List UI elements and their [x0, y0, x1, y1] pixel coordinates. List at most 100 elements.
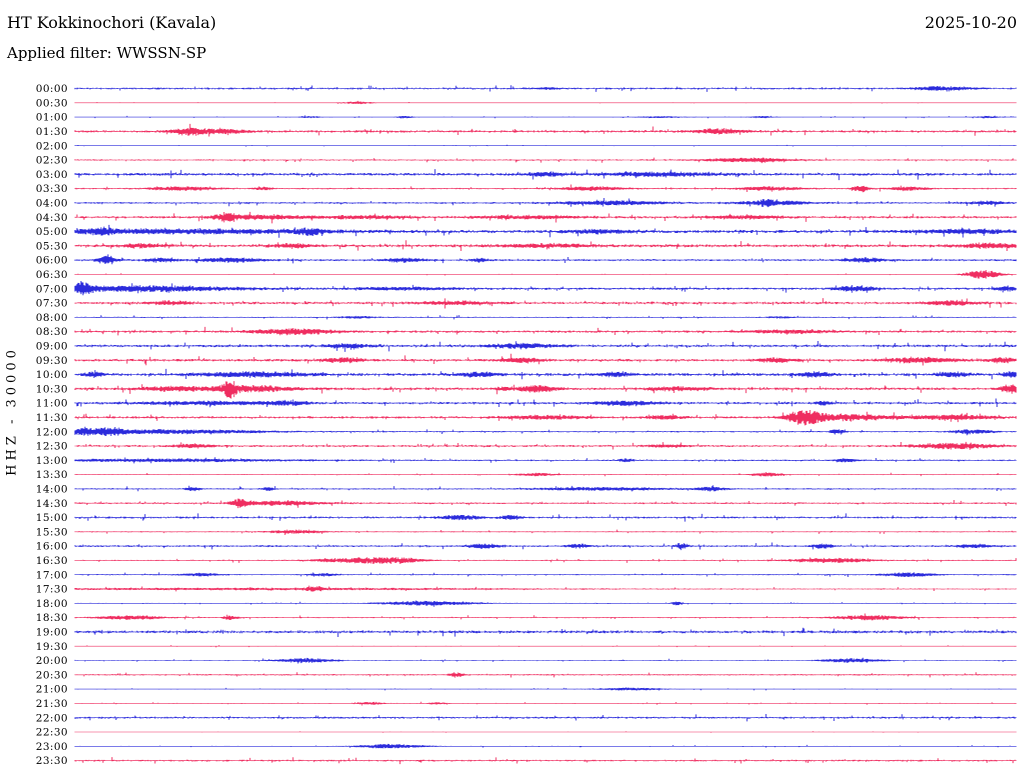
time-label-15:30: 15:30	[36, 526, 68, 538]
trace-11:30	[74, 410, 1017, 426]
time-label-02:30: 02:30	[36, 155, 68, 167]
trace-15:00	[74, 513, 1017, 522]
time-label-21:30: 21:30	[36, 698, 68, 710]
time-label-14:30: 14:30	[36, 498, 68, 510]
date-label: 2025-10-20	[924, 13, 1017, 32]
time-label-19:00: 19:00	[36, 627, 68, 639]
trace-20:00	[74, 657, 1017, 664]
trace-21:30	[74, 701, 1017, 706]
time-label-10:00: 10:00	[36, 369, 68, 381]
time-label-13:30: 13:30	[36, 469, 68, 481]
trace-13:00	[74, 457, 1017, 464]
time-label-22:00: 22:00	[36, 712, 68, 724]
trace-13:30	[74, 471, 1017, 477]
time-label-16:30: 16:30	[36, 555, 68, 567]
time-label-09:00: 09:00	[36, 341, 68, 353]
trace-16:30	[74, 557, 1017, 564]
time-label-23:30: 23:30	[36, 755, 68, 767]
trace-01:00	[74, 115, 1017, 119]
trace-01:30	[74, 123, 1017, 137]
time-label-09:30: 09:30	[36, 355, 68, 367]
trace-15:30	[74, 529, 1017, 535]
trace-09:30	[74, 353, 1017, 366]
trace-12:30	[74, 441, 1017, 450]
trace-02:00	[74, 144, 1017, 147]
trace-02:30	[74, 157, 1017, 164]
trace-00:00	[74, 85, 1017, 92]
trace-21:00	[74, 687, 1017, 691]
time-label-02:00: 02:00	[36, 140, 68, 152]
trace-04:30	[74, 211, 1017, 224]
time-label-01:30: 01:30	[36, 126, 68, 138]
trace-06:30	[74, 269, 1017, 279]
time-label-20:30: 20:30	[36, 669, 68, 681]
time-label-03:30: 03:30	[36, 183, 68, 195]
time-label-18:30: 18:30	[36, 612, 68, 624]
time-label-08:30: 08:30	[36, 326, 68, 338]
trace-11:00	[74, 398, 1017, 408]
time-label-22:30: 22:30	[36, 727, 68, 739]
time-label-03:00: 03:00	[36, 169, 68, 181]
trace-07:30	[74, 298, 1017, 309]
trace-18:00	[74, 600, 1017, 607]
time-label-19:30: 19:30	[36, 641, 68, 653]
trace-20:30	[74, 672, 1017, 678]
time-label-12:30: 12:30	[36, 441, 68, 453]
trace-18:30	[74, 613, 1017, 621]
time-label-04:30: 04:30	[36, 212, 68, 224]
station-title: HT Kokkinochori (Kavala)	[7, 13, 217, 32]
time-label-23:00: 23:00	[36, 741, 68, 753]
time-label-07:00: 07:00	[36, 283, 68, 295]
trace-08:00	[74, 315, 1017, 320]
trace-22:00	[74, 713, 1017, 722]
time-label-06:30: 06:30	[36, 269, 68, 281]
time-label-17:00: 17:00	[36, 569, 68, 581]
time-label-17:30: 17:30	[36, 584, 68, 596]
time-label-00:30: 00:30	[36, 97, 68, 109]
trace-05:30	[74, 240, 1017, 251]
trace-05:00	[74, 224, 1017, 238]
trace-08:30	[74, 326, 1017, 336]
trace-19:00	[74, 627, 1017, 637]
trace-09:00	[74, 340, 1017, 352]
trace-16:00	[74, 542, 1017, 551]
trace-00:30	[74, 100, 1017, 105]
trace-23:30	[74, 757, 1017, 765]
time-label-12:00: 12:00	[36, 426, 68, 438]
time-label-15:00: 15:00	[36, 512, 68, 524]
trace-22:30	[74, 731, 1017, 733]
trace-14:00	[74, 485, 1017, 492]
trace-10:00	[74, 368, 1017, 380]
time-label-08:00: 08:00	[36, 312, 68, 324]
time-label-16:00: 16:00	[36, 541, 68, 553]
time-label-07:30: 07:30	[36, 298, 68, 310]
trace-19:30	[74, 645, 1017, 648]
time-label-18:00: 18:00	[36, 598, 68, 610]
time-label-01:00: 01:00	[36, 112, 68, 124]
trace-17:00	[74, 572, 1017, 578]
time-label-13:00: 13:00	[36, 455, 68, 467]
time-label-05:00: 05:00	[36, 226, 68, 238]
time-label-05:30: 05:30	[36, 240, 68, 252]
trace-03:30	[74, 184, 1017, 193]
time-label-11:00: 11:00	[36, 398, 68, 410]
trace-12:00	[74, 426, 1017, 437]
time-label-04:00: 04:00	[36, 198, 68, 210]
time-label-14:00: 14:00	[36, 484, 68, 496]
trace-07:00	[74, 280, 1017, 296]
trace-10:30	[74, 381, 1017, 399]
filter-label: Applied filter: WWSSN-SP	[7, 44, 207, 62]
time-label-21:00: 21:00	[36, 684, 68, 696]
time-label-06:00: 06:00	[36, 255, 68, 267]
time-label-11:30: 11:30	[36, 412, 68, 424]
trace-03:00	[74, 169, 1017, 181]
trace-23:00	[74, 743, 1017, 749]
time-label-00:00: 00:00	[36, 83, 68, 95]
trace-14:30	[74, 498, 1017, 509]
trace-06:00	[74, 254, 1017, 265]
trace-17:30	[74, 585, 1017, 592]
time-label-10:30: 10:30	[36, 383, 68, 395]
time-label-20:00: 20:00	[36, 655, 68, 667]
